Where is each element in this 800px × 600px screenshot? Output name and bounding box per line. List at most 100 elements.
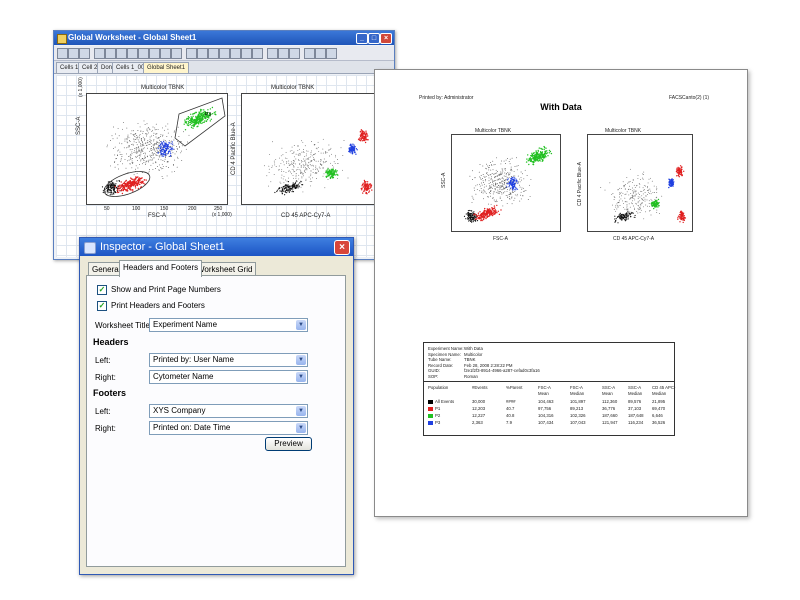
event-dot xyxy=(144,155,146,157)
header-right-select[interactable]: Cytometer Name ▼ xyxy=(149,370,308,384)
event-dot xyxy=(312,165,314,167)
histogram-icon[interactable] xyxy=(116,48,127,59)
event-dot xyxy=(622,213,624,215)
event-dot xyxy=(366,185,369,187)
event-dot xyxy=(207,116,209,119)
minimize-icon[interactable]: _ xyxy=(356,33,368,44)
text-tool-icon[interactable] xyxy=(289,48,300,59)
gate-rect-icon[interactable] xyxy=(160,48,171,59)
maximize-icon[interactable]: □ xyxy=(368,33,380,44)
fsc-ssc-plot[interactable]: P3 xyxy=(86,93,228,205)
event-dot xyxy=(495,188,496,190)
interval-icon[interactable] xyxy=(208,48,219,59)
close-icon[interactable]: × xyxy=(380,33,392,44)
align-icon[interactable] xyxy=(304,48,315,59)
event-dot xyxy=(524,169,526,171)
event-dot xyxy=(146,135,147,137)
header-left-select[interactable]: Printed by: User Name ▼ xyxy=(149,353,308,367)
event-dot xyxy=(312,157,314,159)
event-dot xyxy=(298,185,300,187)
new-icon[interactable] xyxy=(57,48,68,59)
event-dot xyxy=(128,137,130,139)
event-dot xyxy=(310,175,312,177)
chevron-down-icon[interactable]: ▼ xyxy=(296,355,306,365)
event-dot xyxy=(293,165,294,167)
footer-right-select[interactable]: Printed on: Date Time ▼ xyxy=(149,421,308,435)
show-page-numbers-checkbox[interactable]: ✓ xyxy=(97,285,107,295)
print-headers-footers-checkbox[interactable]: ✓ xyxy=(97,301,107,311)
event-dot xyxy=(352,148,354,150)
event-dot xyxy=(494,173,496,175)
event-dot xyxy=(279,181,281,183)
plot-tool-icon[interactable] xyxy=(105,48,116,59)
event-dot xyxy=(144,152,146,154)
chevron-down-icon[interactable]: ▼ xyxy=(296,320,306,330)
event-dot xyxy=(150,150,152,151)
event-dot xyxy=(280,182,282,184)
arrow-tool-icon[interactable] xyxy=(278,48,289,59)
worksheet-title-select[interactable]: Experiment Name ▼ xyxy=(149,318,308,332)
worksheet-titlebar[interactable]: Global Worksheet - Global Sheet1 _ □ × xyxy=(54,31,394,45)
stats-icon[interactable] xyxy=(219,48,230,59)
event-dot xyxy=(197,115,199,117)
contour-icon[interactable] xyxy=(138,48,149,59)
page-icon[interactable] xyxy=(326,48,337,59)
chevron-down-icon[interactable]: ▼ xyxy=(296,406,306,416)
chevron-down-icon[interactable]: ▼ xyxy=(296,372,306,382)
event-dot xyxy=(522,190,524,192)
pointer-icon[interactable] xyxy=(94,48,105,59)
event-dot xyxy=(311,150,313,152)
info-key: Record Date: xyxy=(428,362,454,368)
preview-button[interactable]: Preview xyxy=(265,437,312,451)
cd45-cd4-plot[interactable] xyxy=(241,93,381,205)
event-dot xyxy=(300,170,302,172)
event-dot xyxy=(620,215,622,217)
tab-headers-and-footers[interactable]: Headers and Footers xyxy=(119,260,203,277)
tab-global-sheet1[interactable]: Global Sheet1 xyxy=(143,62,190,73)
worksheet-canvas[interactable]: Multicolor TBNK P3 SSC-A (x 1,000) 50 10… xyxy=(56,75,392,257)
event-dot xyxy=(303,152,305,153)
event-dot xyxy=(280,191,283,193)
inspector-titlebar[interactable]: Inspector - Global Sheet1 × xyxy=(80,238,353,256)
event-dot xyxy=(485,211,488,214)
event-dot xyxy=(363,188,366,190)
zoom-icon[interactable] xyxy=(149,48,160,59)
footer-left-select[interactable]: XYS Company ▼ xyxy=(149,404,308,418)
event-dot xyxy=(352,151,354,153)
event-dot xyxy=(167,161,169,163)
event-dot xyxy=(648,192,650,194)
event-dot xyxy=(140,186,142,188)
tab-worksheet-grid[interactable]: Worksheet Grid xyxy=(193,262,257,276)
event-dot xyxy=(119,160,121,162)
gate-p1-outline[interactable] xyxy=(101,166,153,201)
distribute-icon[interactable] xyxy=(315,48,326,59)
quadrant-icon[interactable] xyxy=(197,48,208,59)
event-dot xyxy=(643,174,644,176)
event-dot xyxy=(192,127,194,129)
dot-plot-icon[interactable] xyxy=(127,48,138,59)
event-dot xyxy=(137,167,139,169)
event-dot xyxy=(110,187,112,189)
event-dot xyxy=(493,185,494,186)
event-dot xyxy=(294,183,296,185)
layout-icon[interactable] xyxy=(241,48,252,59)
event-dot xyxy=(504,191,506,193)
line-tool-icon[interactable] xyxy=(267,48,278,59)
print-icon[interactable] xyxy=(68,48,79,59)
event-dot xyxy=(176,151,177,153)
event-dot xyxy=(600,187,602,188)
gate-poly-icon[interactable] xyxy=(171,48,182,59)
event-dot xyxy=(332,164,333,166)
hierarchy-icon[interactable] xyxy=(230,48,241,59)
event-dot xyxy=(314,158,316,160)
plot2-y-label: CD 4 Pacific Blue-A xyxy=(231,122,237,175)
close-icon[interactable]: × xyxy=(334,240,350,255)
event-dot xyxy=(305,180,307,181)
grid-icon[interactable] xyxy=(252,48,263,59)
chevron-down-icon[interactable]: ▼ xyxy=(296,423,306,433)
gate-p2-outline[interactable] xyxy=(174,97,226,147)
gate-snap-icon[interactable] xyxy=(186,48,197,59)
pdf-icon[interactable] xyxy=(79,48,90,59)
event-dot xyxy=(153,140,155,142)
event-dot xyxy=(310,165,312,167)
